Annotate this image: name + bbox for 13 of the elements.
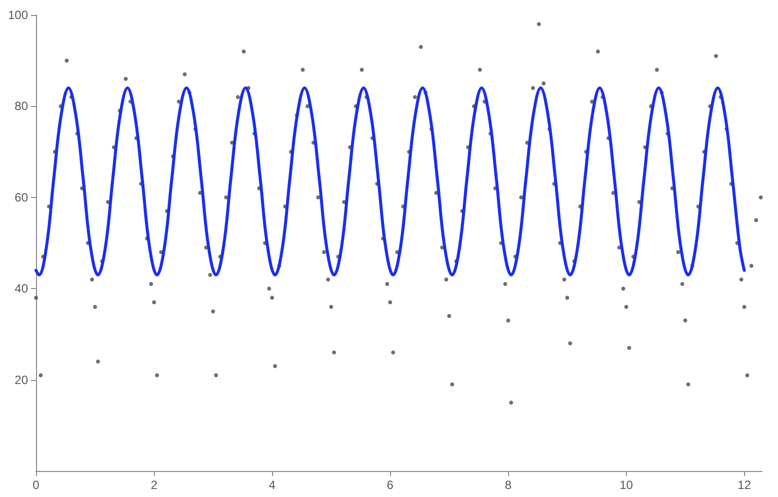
x-tick-label: 2: [150, 478, 158, 492]
x-tick-label: 8: [504, 478, 512, 492]
y-tick-label: 100: [8, 8, 28, 22]
y-tick-label: 80: [14, 99, 28, 114]
y-tick-label: 60: [14, 190, 28, 204]
line-series: [34, 86, 746, 276]
x-tick-label: 0: [32, 478, 40, 492]
y-tick-label: 20: [14, 372, 28, 387]
x-tick-label: 12: [738, 478, 752, 492]
x-tick-label: 4: [268, 478, 276, 492]
x-tick-label: 10: [620, 478, 634, 492]
x-tick-label: 6: [386, 478, 394, 492]
y-tick-label: 40: [14, 282, 28, 296]
